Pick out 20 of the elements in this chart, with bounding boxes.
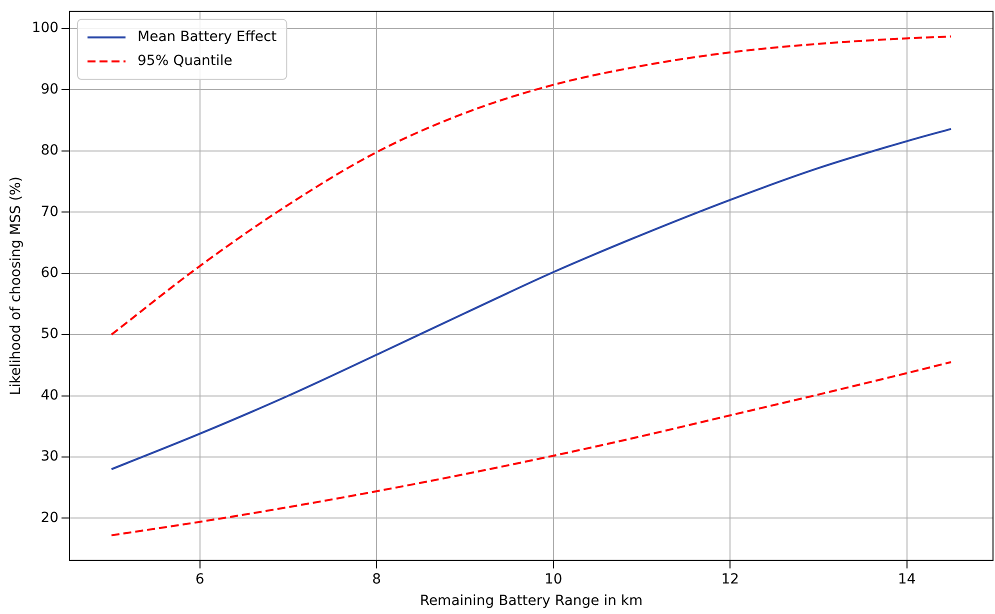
y-tick-label: 60 (40, 264, 59, 281)
y-tick-label: 90 (40, 81, 59, 98)
y-tick-label: 30 (40, 448, 59, 465)
x-tick-label: 10 (544, 571, 562, 588)
y-tick-label: 50 (40, 326, 59, 342)
y-tick-label: 80 (40, 142, 59, 159)
x-tick-label: 12 (721, 571, 740, 588)
x-tick-label: 14 (898, 571, 916, 588)
y-axis-title: Likelihood of choosing MSS (%) (8, 176, 24, 396)
y-tick-label: 70 (40, 204, 59, 220)
line-series (110, 128, 952, 470)
x-tick-label: 8 (372, 571, 382, 588)
x-axis-title: Remaining Battery Range in km (420, 593, 643, 610)
y-tick-label: 20 (40, 510, 59, 526)
legend-label: Mean Battery Effect (138, 29, 278, 46)
y-tick-label: 100 (32, 20, 59, 36)
y-tick-label: 40 (40, 387, 59, 404)
line-series (110, 361, 952, 536)
x-tick-label: 6 (195, 571, 204, 588)
legend-label: 95% Quantile (138, 53, 232, 70)
